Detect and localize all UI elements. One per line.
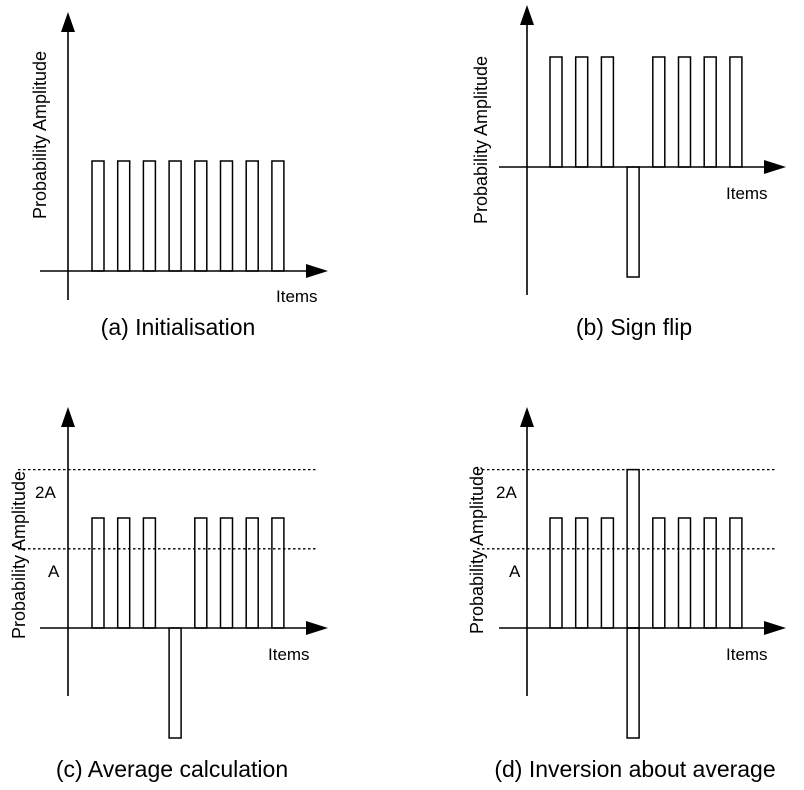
panel-caption: (c) Average calculation bbox=[56, 756, 288, 782]
x-axis-label: Items bbox=[726, 645, 768, 664]
amplitude-bar bbox=[271, 160, 285, 272]
x-axis-arrow-icon bbox=[764, 621, 786, 635]
amplitude-bar bbox=[549, 517, 563, 629]
x-axis-arrow-icon bbox=[764, 160, 786, 174]
amplitude-bar bbox=[729, 517, 743, 629]
y-axis-arrow-icon bbox=[61, 407, 75, 427]
amplitude-bar bbox=[245, 517, 259, 629]
amplitude-bar-negative bbox=[626, 627, 640, 739]
amplitude-bar bbox=[219, 517, 234, 629]
amplitude-bar bbox=[574, 56, 589, 168]
panel-caption: (d) Inversion about average bbox=[494, 756, 775, 782]
amplitude-bar bbox=[600, 517, 615, 629]
panel-c: Probability Amplitude Items (c) Average … bbox=[9, 407, 328, 782]
amplitude-bar bbox=[194, 517, 208, 629]
panel-caption: (b) Sign flip bbox=[576, 314, 692, 340]
amplitude-bar bbox=[168, 160, 182, 272]
amplitude-bar bbox=[168, 627, 182, 739]
amplitude-bar bbox=[652, 56, 666, 168]
y-axis-label: Probability Amplitude bbox=[30, 51, 50, 219]
x-axis-label: Items bbox=[276, 287, 318, 306]
amplitude-bar bbox=[91, 517, 105, 629]
y-axis-arrow-icon bbox=[520, 407, 534, 427]
x-axis-arrow-icon bbox=[306, 264, 328, 278]
amplitude-bar bbox=[245, 160, 259, 272]
x-axis-label: Items bbox=[268, 645, 310, 664]
amplitude-bar bbox=[142, 517, 157, 629]
y-axis-label: Probability Amplitude bbox=[9, 471, 29, 639]
reference-label-a: A bbox=[48, 562, 60, 581]
amplitude-bar bbox=[194, 160, 208, 272]
amplitude-bar bbox=[703, 56, 717, 168]
amplitude-bar bbox=[703, 517, 717, 629]
amplitude-bar bbox=[116, 517, 131, 629]
panel-b: Probability Amplitude Items (b) Sign fli… bbox=[471, 5, 786, 340]
amplitude-bar bbox=[677, 517, 692, 629]
amplitude-bar bbox=[600, 56, 615, 168]
amplitude-bar bbox=[271, 517, 285, 629]
amplitude-bar bbox=[574, 517, 589, 629]
panel-d: Probability Amplitude Items (d) Inversio… bbox=[467, 407, 786, 782]
x-axis-arrow-icon bbox=[306, 621, 328, 635]
y-axis-label: Probability Amplitude bbox=[467, 466, 487, 634]
amplitude-bar bbox=[729, 56, 743, 168]
amplitude-bar bbox=[652, 517, 666, 629]
panel-caption: (a) Initialisation bbox=[101, 314, 256, 340]
reference-label-2a: 2A bbox=[496, 483, 517, 502]
amplitude-bar bbox=[549, 56, 563, 168]
amplitude-bar bbox=[116, 160, 131, 272]
panel-a: Probability Amplitude Items (a) Initiali… bbox=[30, 12, 328, 340]
amplitude-bar bbox=[91, 160, 105, 272]
reference-label-a: A bbox=[509, 562, 521, 581]
amplitude-bar bbox=[626, 166, 640, 278]
y-axis-label: Probability Amplitude bbox=[471, 56, 491, 224]
y-axis-arrow-icon bbox=[61, 12, 75, 32]
x-axis-label: Items bbox=[726, 184, 768, 203]
amplitude-bar bbox=[677, 56, 692, 168]
amplitude-bar bbox=[219, 160, 234, 272]
amplitude-bar bbox=[142, 160, 157, 272]
y-axis-arrow-icon bbox=[520, 5, 534, 25]
reference-label-2a: 2A bbox=[35, 483, 56, 502]
